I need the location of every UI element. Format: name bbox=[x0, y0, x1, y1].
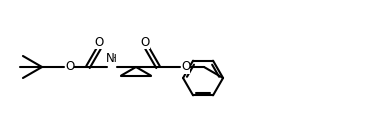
Text: O: O bbox=[181, 60, 190, 74]
Text: N: N bbox=[106, 53, 114, 66]
Text: O: O bbox=[94, 36, 104, 49]
Text: O: O bbox=[140, 36, 150, 49]
Text: H: H bbox=[109, 54, 117, 64]
Text: O: O bbox=[65, 60, 74, 74]
